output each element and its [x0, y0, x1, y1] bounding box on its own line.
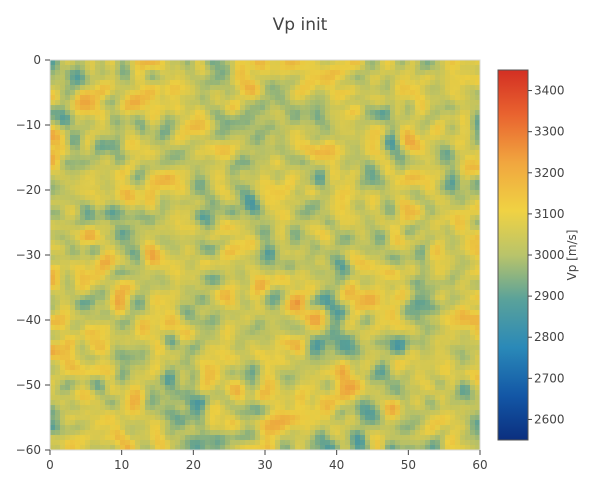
chart-title: Vp init	[273, 15, 328, 35]
plot-area	[49, 59, 481, 451]
